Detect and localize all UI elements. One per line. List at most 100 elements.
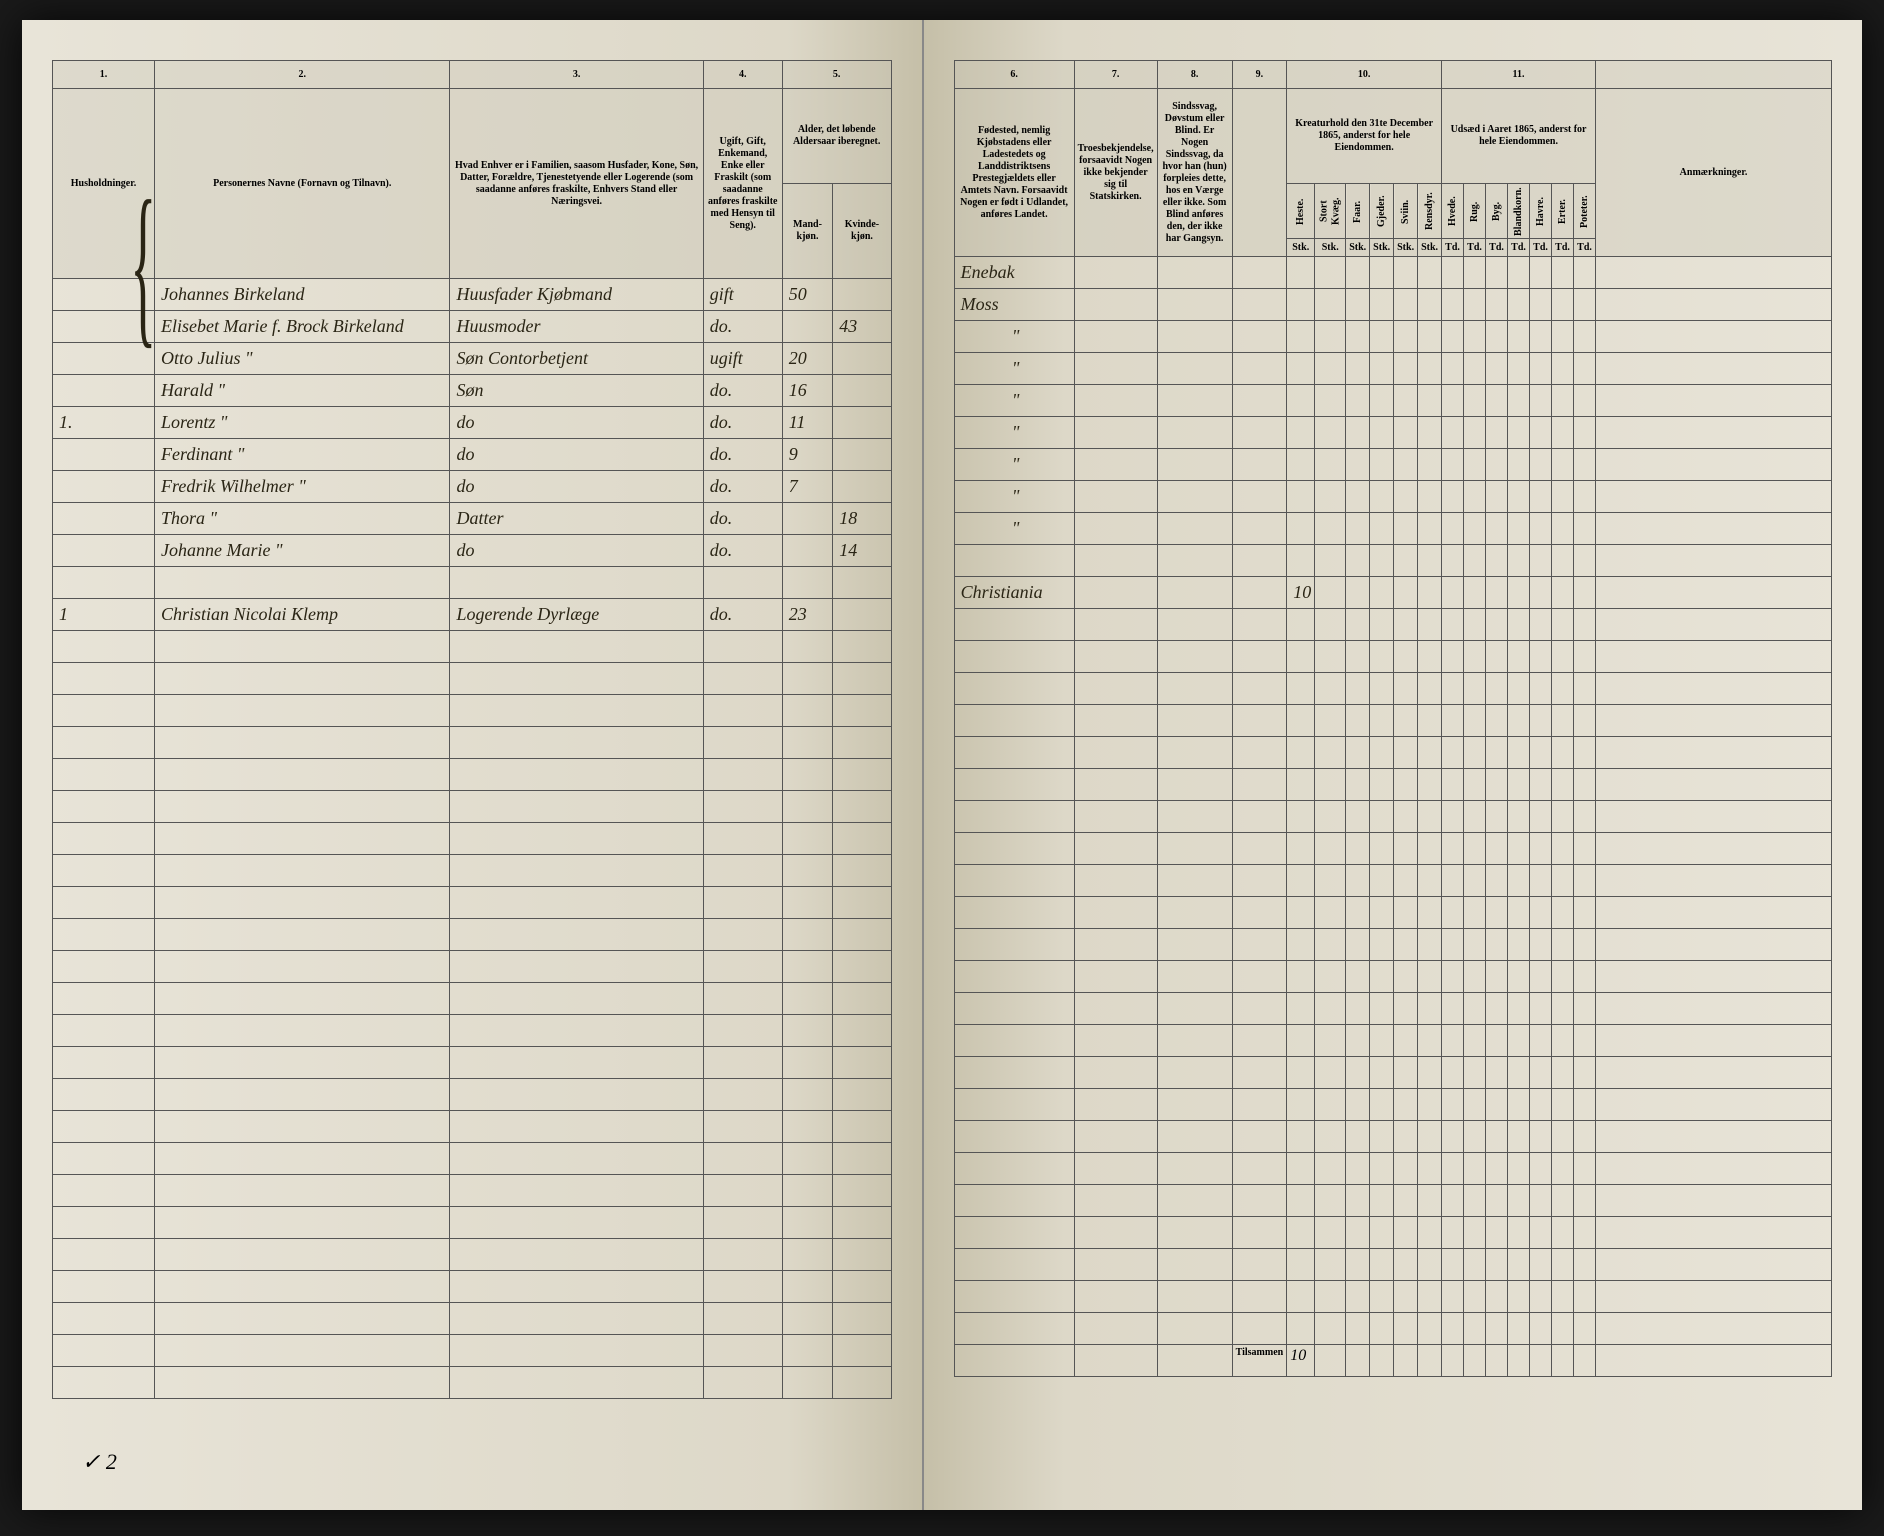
cell-count bbox=[1370, 353, 1394, 385]
table-row: 1 Christian Nicolai Klemp Logerende Dyrl… bbox=[53, 599, 892, 631]
col3-num: 3. bbox=[450, 61, 703, 89]
cell-anm bbox=[1596, 289, 1832, 321]
cell-age-m: 9 bbox=[782, 439, 833, 471]
cell-count bbox=[1552, 481, 1574, 513]
cell-birthplace: " bbox=[954, 513, 1074, 545]
cell-cond bbox=[1157, 545, 1232, 577]
col6-num: 6. bbox=[954, 61, 1074, 89]
cell-status bbox=[703, 567, 782, 599]
table-row bbox=[954, 737, 1831, 769]
table-row bbox=[954, 545, 1831, 577]
cell-c9 bbox=[1232, 385, 1287, 417]
cell-count bbox=[1442, 289, 1464, 321]
table-row bbox=[53, 1175, 892, 1207]
unit-cell: Td. bbox=[1574, 239, 1596, 257]
table-row: " bbox=[954, 481, 1831, 513]
table-row bbox=[954, 897, 1831, 929]
cell-count bbox=[1370, 257, 1394, 289]
cell-cond bbox=[1157, 289, 1232, 321]
cell-status: ugift bbox=[703, 343, 782, 375]
cell-status: do. bbox=[703, 439, 782, 471]
cell-count bbox=[1464, 513, 1486, 545]
table-row: " bbox=[954, 385, 1831, 417]
table-row bbox=[53, 823, 892, 855]
cell-birthplace: Moss bbox=[954, 289, 1074, 321]
col9-desc bbox=[1232, 89, 1287, 257]
unit-cell: Td. bbox=[1442, 239, 1464, 257]
table-row bbox=[53, 855, 892, 887]
col11-num: 11. bbox=[1442, 61, 1596, 89]
cell-count bbox=[1486, 289, 1508, 321]
table-row bbox=[53, 663, 892, 695]
cell-age-f bbox=[833, 567, 891, 599]
cell-count bbox=[1418, 385, 1442, 417]
cell-age-m: 16 bbox=[782, 375, 833, 407]
cell-count bbox=[1574, 385, 1596, 417]
col11-desc: Udsæd i Aaret 1865, anderst for hele Eie… bbox=[1442, 89, 1596, 184]
table-row bbox=[53, 887, 892, 919]
cell-role: Logerende Dyrlæge bbox=[450, 599, 703, 631]
table-row: " bbox=[954, 449, 1831, 481]
cell-count bbox=[1394, 257, 1418, 289]
col5-desc: Alder, det løbende Aldersaar iberegnet. bbox=[782, 89, 891, 184]
cell-count bbox=[1394, 321, 1418, 353]
table-row bbox=[954, 609, 1831, 641]
cell-role: Huusmoder bbox=[450, 311, 703, 343]
cell-count bbox=[1418, 513, 1442, 545]
cell-hh bbox=[53, 535, 155, 567]
cell-count bbox=[1442, 417, 1464, 449]
cell-anm bbox=[1596, 353, 1832, 385]
cell-count bbox=[1486, 577, 1508, 609]
cell-count bbox=[1552, 577, 1574, 609]
table-row bbox=[954, 1025, 1831, 1057]
cell-name: Johanne Marie " bbox=[155, 535, 450, 567]
cell-status: do. bbox=[703, 599, 782, 631]
table-row: " bbox=[954, 353, 1831, 385]
cell-age-m: 11 bbox=[782, 407, 833, 439]
cell-c9 bbox=[1232, 513, 1287, 545]
table-row bbox=[53, 759, 892, 791]
cell-count bbox=[1508, 353, 1530, 385]
cell-age-f bbox=[833, 343, 891, 375]
cell-hh bbox=[53, 439, 155, 471]
cell-count bbox=[1346, 577, 1370, 609]
cell-role: do bbox=[450, 471, 703, 503]
cell-role: Datter bbox=[450, 503, 703, 535]
cell-count bbox=[1394, 385, 1418, 417]
cell-name: Harald " bbox=[155, 375, 450, 407]
cell-birthplace: " bbox=[954, 449, 1074, 481]
cell-count bbox=[1394, 577, 1418, 609]
cell-name: Lorentz " bbox=[155, 407, 450, 439]
table-row bbox=[53, 1367, 892, 1399]
cell-count bbox=[1530, 257, 1552, 289]
cell-hh bbox=[53, 471, 155, 503]
cell-count bbox=[1464, 321, 1486, 353]
cell-anm bbox=[1596, 321, 1832, 353]
col10-desc: Kreaturhold den 31te December 1865, ande… bbox=[1287, 89, 1442, 184]
col8-desc: Sindssvag, Døvstum eller Blind. Er Nogen… bbox=[1157, 89, 1232, 257]
cell-c9 bbox=[1232, 289, 1287, 321]
cell-birthplace: Christiania bbox=[954, 577, 1074, 609]
cell-count bbox=[1346, 321, 1370, 353]
col3-desc: Hvad Enhver er i Familien, saasom Husfad… bbox=[450, 89, 703, 279]
table-row: Johannes Birkeland Huusfader Kjøbmand gi… bbox=[53, 279, 892, 311]
cell-count bbox=[1418, 545, 1442, 577]
cell-count bbox=[1346, 481, 1370, 513]
sub-header: Erter. bbox=[1552, 184, 1574, 239]
cell-count bbox=[1315, 449, 1346, 481]
cell-faith bbox=[1074, 449, 1157, 481]
cell-count bbox=[1574, 513, 1596, 545]
table-row: Johanne Marie " do do. 14 bbox=[53, 535, 892, 567]
cell-count bbox=[1287, 417, 1315, 449]
cell-count bbox=[1574, 481, 1596, 513]
sub-header: Heste. bbox=[1287, 184, 1315, 239]
footer-row: Tilsammen10 bbox=[954, 1345, 1831, 1377]
cell-cond bbox=[1157, 257, 1232, 289]
table-row: Fredrik Wilhelmer " do do. 7 bbox=[53, 471, 892, 503]
cell-count bbox=[1287, 289, 1315, 321]
cell-count bbox=[1464, 545, 1486, 577]
cell-count bbox=[1346, 449, 1370, 481]
cell-age-f bbox=[833, 407, 891, 439]
cell-count bbox=[1486, 449, 1508, 481]
cell-count bbox=[1346, 353, 1370, 385]
